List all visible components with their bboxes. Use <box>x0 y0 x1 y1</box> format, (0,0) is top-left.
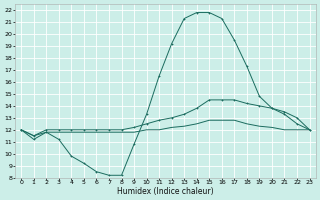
X-axis label: Humidex (Indice chaleur): Humidex (Indice chaleur) <box>117 187 214 196</box>
